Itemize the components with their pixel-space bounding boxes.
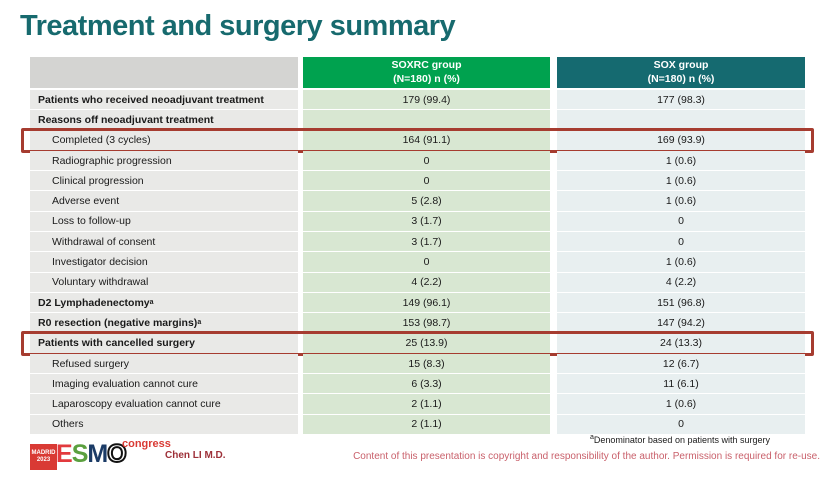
table-row: Refused surgery 15 (8.3) 12 (6.7) [30,353,805,374]
column-header-soxrc: SOXRC group (N=180) n (%) [303,57,550,88]
sox-value: 24 (13.3) [557,333,805,353]
copyright-notice: Content of this presentation is copyrigh… [353,451,820,462]
row-label: Reasons off neoadjuvant treatment [30,110,298,130]
esmo-letter-m: M [87,440,108,468]
row-label: Laparoscopy evaluation cannot cure [30,394,298,414]
table-row: Adverse event 5 (2.8) 1 (0.6) [30,191,805,211]
table-row: Completed (3 cycles) 164 (91.1) 169 (93.… [21,127,814,154]
soxrc-value: 149 (96.1) [303,292,550,313]
sox-value: 1 (0.6) [557,191,805,211]
table-row: Radiographic progression 0 1 (0.6) [30,150,805,171]
sox-value: 147 (94.2) [557,313,805,333]
table-row: D2 Lymphadenectomy a 149 (96.1) 151 (96.8… [30,292,805,313]
soxrc-value: 4 (2.2) [303,272,550,292]
table-row: Investigator decision 0 1 (0.6) [30,252,805,272]
esmo-congress-logo: MADRID 2023 ESMO congress [30,438,171,472]
soxrc-value: 5 (2.8) [303,191,550,211]
soxrc-value: 2 (1.1) [303,394,550,414]
column-header-sox: SOX group (N=180) n (%) [557,57,805,88]
soxrc-value: 2 (1.1) [303,414,550,435]
badge-city: MADRID [31,449,56,456]
footnote-superscript: a [589,434,594,441]
sox-value: 169 (93.9) [557,130,805,150]
row-label: Imaging evaluation cannot cure [30,374,298,394]
summary-table: SOXRC group (N=180) n (%) SOX group (N=1… [21,57,814,435]
row-label: D2 Lymphadenectomy a [30,292,298,313]
table-row: Voluntary withdrawal 4 (2.2) 4 (2.2) [30,272,805,292]
sox-value: 0 [557,211,805,232]
table-row: Patients who received neoadjuvant treatm… [30,90,805,110]
sox-value: 12 (6.7) [557,353,805,374]
row-label: R0 resection (negative margins) a [30,313,298,333]
row-label: Withdrawal of consent [30,232,298,252]
sox-value: 151 (96.8) [557,292,805,313]
congress-label: congress [122,438,171,450]
table-row: Reasons off neoadjuvant treatment [30,110,805,130]
header-empty-cell [30,57,298,88]
row-label: Clinical progression [30,171,298,191]
esmo-wordmark: ESMO [56,439,128,469]
sox-value: 11 (6.1) [557,374,805,394]
table-row: Laparoscopy evaluation cannot cure 2 (1.… [30,394,805,414]
row-label: Adverse event [30,191,298,211]
soxrc-value: 25 (13.9) [303,333,550,353]
row-label: Patients who received neoadjuvant treatm… [30,90,298,110]
badge-year: 2023 [36,457,51,463]
sox-value: 1 (0.6) [557,171,805,191]
row-label: Investigator decision [30,252,298,272]
soxrc-value: 6 (3.3) [303,374,550,394]
soxrc-value: 153 (98.7) [303,313,550,333]
table-row: Loss to follow-up 3 (1.7) 0 [30,211,805,232]
soxrc-value: 0 [303,171,550,191]
sox-value: 0 [557,232,805,252]
footnote-text: Denominator based on patients with surge… [593,435,770,445]
sox-value: 177 (98.3) [557,90,805,110]
row-label: Radiographic progression [30,150,298,171]
soxrc-value: 164 (91.1) [303,130,550,150]
soxrc-value: 3 (1.7) [303,211,550,232]
sox-value [557,110,805,130]
sox-value: 1 (0.6) [557,252,805,272]
footnote: aDenominator based on patients with surg… [589,434,770,445]
sox-value: 1 (0.6) [557,394,805,414]
row-label: Refused surgery [30,353,298,374]
table-row: Patients with cancelled surgery 25 (13.9… [21,330,814,357]
page-title: Treatment and surgery summary [20,10,456,42]
soxrc-group-name: SOXRC group [391,58,462,71]
row-label: Others [30,414,298,435]
soxrc-value [303,110,550,130]
table-row: Clinical progression 0 1 (0.6) [30,171,805,191]
sox-value: 0 [557,414,805,435]
row-label: Patients with cancelled surgery [30,333,298,353]
table-row: Others 2 (1.1) 0 [30,414,805,435]
table-header: SOXRC group (N=180) n (%) SOX group (N=1… [30,57,805,88]
soxrc-value: 0 [303,150,550,171]
row-label: Completed (3 cycles) [30,130,298,150]
table-row: Withdrawal of consent 3 (1.7) 0 [30,232,805,252]
sox-value: 1 (0.6) [557,150,805,171]
esmo-letter-s: S [71,440,89,468]
row-label: Loss to follow-up [30,211,298,232]
sox-group-sub: (N=180) n (%) [647,72,715,85]
esmo-letter-o: O [106,439,128,469]
table-row: Imaging evaluation cannot cure 6 (3.3) 1… [30,374,805,394]
soxrc-value: 0 [303,252,550,272]
row-label: Voluntary withdrawal [30,272,298,292]
sox-value: 4 (2.2) [557,272,805,292]
soxrc-value: 179 (99.4) [303,90,550,110]
esmo-letter-e: E [56,440,73,468]
author-name: Chen LI M.D. [165,450,226,461]
madrid-2023-badge: MADRID 2023 [30,444,57,470]
table-body: Patients who received neoadjuvant treatm… [21,90,814,435]
soxrc-group-sub: (N=180) n (%) [393,72,460,85]
soxrc-value: 15 (8.3) [303,353,550,374]
soxrc-value: 3 (1.7) [303,232,550,252]
sox-group-name: SOX group [653,58,709,71]
table-row: R0 resection (negative margins) a 153 (98… [30,313,805,333]
